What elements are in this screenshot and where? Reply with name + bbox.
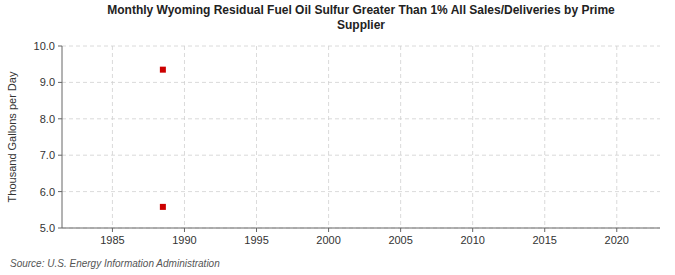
y-tick	[58, 118, 62, 119]
chart-container: Monthly Wyoming Residual Fuel Oil Sulfur…	[0, 0, 675, 275]
x-tick	[616, 228, 617, 232]
axes: 5.0 6.0 7.0 8.0 9.0 10.0 1985 1990 1995 2000 2005 2…	[34, 40, 660, 246]
x-grid-line	[184, 46, 185, 228]
x-tick-label: 2020	[605, 234, 629, 246]
y-tick	[58, 228, 62, 229]
y-tick-label: 5.0	[40, 222, 55, 234]
source: Source: U.S. Energy Information Administ…	[10, 258, 220, 269]
point	[160, 204, 166, 210]
y-tick	[58, 82, 62, 83]
x-tick-label: 2010	[460, 234, 484, 246]
title-line: Supplier	[337, 18, 385, 32]
y-tick-label: 7.0	[40, 149, 55, 161]
y-grid-line	[62, 82, 660, 83]
x-tick	[256, 228, 257, 232]
x-grid-line	[256, 46, 257, 228]
x-grid-line	[616, 46, 617, 228]
y-tick-label: 10.0	[34, 40, 55, 52]
y-axis-line	[62, 46, 63, 228]
x-tick-label: 2015	[532, 234, 556, 246]
y-axis-label: Thousand Gallons per Day	[6, 71, 18, 202]
chart-svg: Monthly Wyoming Residual Fuel Oil Sulfur…	[0, 0, 675, 275]
title-line: Monthly Wyoming Residual Fuel Oil Sulfur…	[107, 3, 615, 17]
x-tick	[400, 228, 401, 232]
y-grid-line	[62, 46, 660, 47]
y-tick-label: 9.0	[40, 76, 55, 88]
x-grid-line	[400, 46, 401, 228]
x-tick-label: 1990	[172, 234, 196, 246]
x-grid-line	[472, 46, 473, 228]
y-grid-line	[62, 155, 660, 156]
x-tick	[544, 228, 545, 232]
y-grid-line	[62, 118, 660, 119]
y-tick-label: 8.0	[40, 113, 55, 125]
y-tick	[58, 191, 62, 192]
grid	[62, 46, 660, 228]
y-grid-line	[62, 191, 660, 192]
x-tick	[112, 228, 113, 232]
x-tick	[184, 228, 185, 232]
y-tick-label: 6.0	[40, 186, 55, 198]
x-tick-label: 2000	[316, 234, 340, 246]
x-tick	[472, 228, 473, 232]
title: Monthly Wyoming Residual Fuel Oil Sulfur…	[107, 3, 615, 32]
points	[160, 67, 166, 210]
x-tick-label: 1995	[244, 234, 268, 246]
x-tick-label: 1985	[100, 234, 124, 246]
y-tick	[58, 46, 62, 47]
y-grid-line	[62, 228, 660, 229]
point	[160, 67, 166, 73]
x-grid-line	[328, 46, 329, 228]
x-axis-line	[62, 228, 660, 229]
x-grid-line	[544, 46, 545, 228]
x-tick-label: 2005	[388, 234, 412, 246]
x-grid-line	[112, 46, 113, 228]
x-tick	[328, 228, 329, 232]
y-tick	[58, 155, 62, 156]
